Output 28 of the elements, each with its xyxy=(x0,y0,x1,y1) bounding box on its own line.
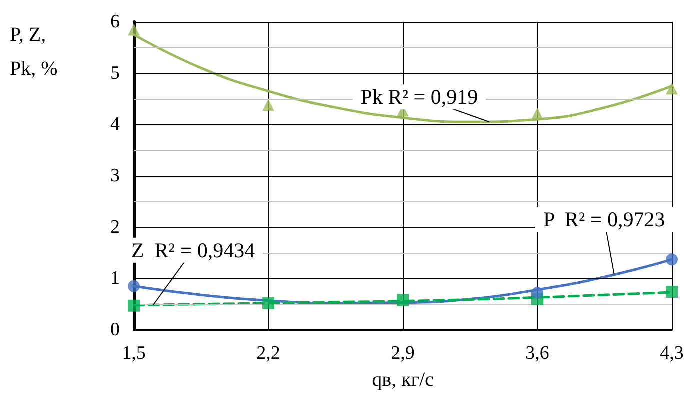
y-tick-label: 4 xyxy=(110,114,120,136)
x-tick-label: 1,5 xyxy=(122,343,146,364)
x-tick-label: 2,9 xyxy=(391,343,415,364)
x-tick-label: 4,3 xyxy=(660,343,684,364)
annotation: P R² = 0,9723 xyxy=(543,208,666,232)
annotation: Z R² = 0,9434 xyxy=(131,238,256,262)
point xyxy=(128,280,140,292)
point xyxy=(262,99,274,112)
y-tick-label: 3 xyxy=(110,166,120,186)
point xyxy=(128,300,140,312)
x-axis-title: qв, кг/с xyxy=(372,369,434,391)
point xyxy=(128,24,140,36)
point xyxy=(532,108,544,120)
annotation: Pk R² = 0,919 xyxy=(360,85,478,110)
point xyxy=(532,287,544,300)
y-tick-label: 0 xyxy=(110,320,120,340)
x-tick-label: 2,2 xyxy=(256,343,280,364)
point xyxy=(397,294,409,306)
x-tick-label: 3,6 xyxy=(526,343,550,364)
point xyxy=(666,286,678,298)
y-tick-label: 1 xyxy=(110,268,120,290)
y-axis-title: P, Z, Pk, % xyxy=(10,24,58,80)
point xyxy=(666,254,678,266)
point xyxy=(262,297,274,310)
point xyxy=(666,82,678,95)
y-tick-label: 6 xyxy=(110,12,120,32)
y-tick-label: 5 xyxy=(110,62,120,84)
y-tick-label: 2 xyxy=(110,216,120,238)
